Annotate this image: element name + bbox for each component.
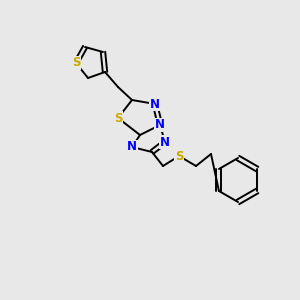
Text: N: N (160, 136, 170, 148)
Text: N: N (127, 140, 137, 154)
Text: S: S (72, 56, 80, 70)
Text: N: N (150, 98, 160, 110)
Text: N: N (155, 118, 165, 131)
Text: S: S (175, 149, 183, 163)
Text: S: S (114, 112, 122, 124)
